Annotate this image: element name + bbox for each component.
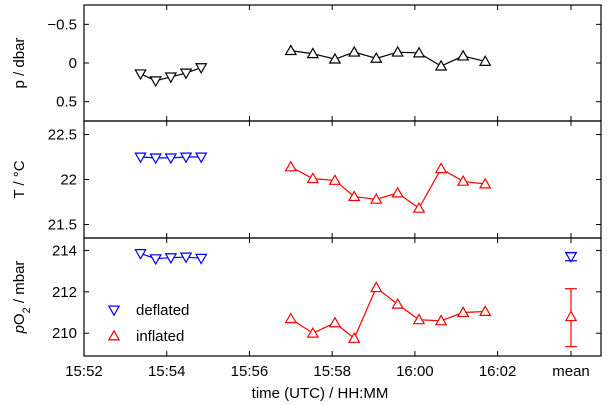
x-tick-label: 15:52 [65, 363, 103, 380]
panel-frame [83, 120, 602, 239]
marker-inflated [434, 59, 448, 71]
marker-deflated [149, 76, 162, 88]
marker-inflated [328, 52, 342, 64]
panel-frame [83, 237, 602, 357]
marker-deflated [164, 153, 178, 165]
marker-inflated [412, 46, 426, 58]
marker-inflated [306, 326, 320, 338]
x-tick-label: 15:58 [313, 363, 351, 380]
panel-temperature: 21.5 22 22.5 T / °C [11, 120, 602, 239]
marker-inflated [328, 316, 342, 328]
marker-inflated [347, 45, 361, 57]
marker-deflated [194, 152, 208, 164]
marker-inflated [391, 45, 404, 57]
marker-inflated [370, 51, 383, 63]
marker-inflated [434, 162, 448, 174]
marker-deflated [134, 152, 147, 164]
y-tick-label: 0 [69, 55, 77, 72]
y-tick-label: 0.5 [56, 94, 77, 111]
marker-inflated [347, 190, 361, 202]
marker-inflated [412, 201, 426, 213]
marker-inflated [478, 55, 492, 66]
marker-deflated [179, 252, 193, 264]
series-line-inflated [290, 50, 486, 67]
marker-inflated [412, 313, 426, 325]
mean-marker-inflated [564, 310, 578, 322]
marker-inflated [478, 177, 492, 189]
series-line-inflated [290, 166, 486, 210]
marker-inflated [391, 186, 404, 198]
marker-deflated [179, 68, 193, 80]
marker-inflated [347, 331, 361, 343]
y-tick-label: −0.5 [47, 16, 77, 33]
y-axis-label: pO2 / mbar [11, 261, 33, 335]
y-tick-label: 212 [52, 284, 77, 301]
y-axis-label: T / °C [11, 160, 28, 198]
y-tick-label: 210 [52, 325, 77, 342]
marker-inflated [391, 297, 404, 309]
x-tick-label-mean: mean [552, 363, 590, 380]
marker-inflated [306, 172, 320, 184]
marker-deflated [164, 72, 178, 84]
panel-pressure: −0.5 0 0.5 p / dbar [11, 4, 602, 122]
x-tick-label: 16:00 [396, 363, 434, 380]
x-tick-label: 15:54 [148, 363, 186, 380]
marker-deflated [194, 63, 208, 75]
legend-label-inflated: inflated [136, 328, 184, 345]
series-line-inflated [290, 286, 486, 340]
marker-deflated [149, 254, 162, 266]
panel-frame [83, 4, 602, 122]
marker-inflated [478, 305, 492, 316]
marker-inflated [306, 47, 320, 59]
marker-inflated [456, 49, 470, 61]
y-tick-label: 22.5 [48, 127, 77, 144]
marker-deflated [134, 69, 147, 81]
marker-inflated [434, 314, 448, 326]
marker-inflated [284, 312, 298, 324]
legend-label-deflated: deflated [136, 302, 189, 319]
x-tick-label: 16:02 [479, 363, 517, 380]
marker-inflated [370, 281, 383, 293]
y-tick-label: 21.5 [48, 217, 77, 234]
y-axis-label: p / dbar [11, 38, 28, 89]
legend-marker-deflated [107, 305, 121, 317]
marker-inflated [370, 192, 383, 204]
marker-deflated [179, 152, 193, 164]
marker-deflated [194, 253, 208, 265]
x-axis-label: time (UTC) / HH:MM [252, 385, 389, 402]
marker-inflated [284, 44, 298, 56]
marker-deflated [164, 253, 178, 265]
marker-inflated [284, 160, 298, 172]
marker-inflated [456, 306, 470, 318]
marker-inflated [456, 174, 470, 186]
y-tick-label: 214 [52, 242, 77, 259]
legend-marker-inflated [107, 329, 121, 341]
marker-inflated [328, 173, 342, 185]
marker-deflated [134, 249, 147, 260]
y-tick-label: 22 [60, 172, 77, 189]
x-tick-label: 15:56 [231, 363, 269, 380]
marker-deflated [149, 153, 162, 165]
mean-marker-deflated [564, 252, 578, 264]
panel-oxygen: 210 212 214 pO2 / mbar 15:52 15:54 15:56 15:58 1… [11, 237, 602, 380]
